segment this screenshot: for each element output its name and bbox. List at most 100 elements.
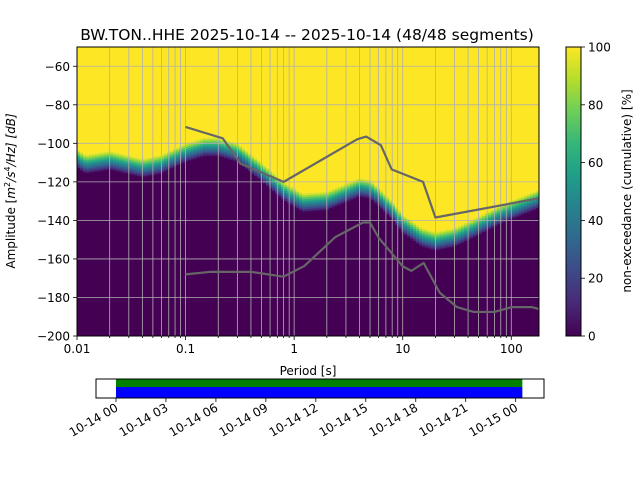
heatmap-cell — [326, 201, 330, 204]
heatmap-cell — [479, 215, 483, 219]
heatmap-cell — [266, 47, 270, 168]
heatmap-cell — [275, 179, 279, 183]
heatmap-cell — [305, 201, 309, 204]
heatmap-cell — [188, 146, 192, 149]
heatmap-cell — [110, 167, 114, 171]
heatmap-cell — [311, 210, 315, 213]
heatmap-cell — [137, 165, 141, 169]
heatmap-cell — [413, 226, 417, 230]
heatmap-cell — [245, 156, 249, 160]
heatmap-cell — [320, 211, 324, 336]
heatmap-cell — [302, 193, 306, 196]
heatmap-cell — [527, 47, 531, 194]
heatmap-cell — [257, 168, 261, 171]
heatmap-cell — [470, 233, 474, 237]
heatmap-cell — [263, 165, 267, 168]
heatmap-cell — [119, 153, 123, 157]
heatmap-cell — [101, 164, 105, 167]
heatmap-cell — [209, 47, 213, 138]
heatmap-cell — [194, 156, 198, 159]
heatmap-cell — [263, 169, 267, 172]
heatmap-cell — [296, 192, 300, 195]
heatmap-cell — [263, 184, 267, 336]
heatmap-cell — [269, 186, 273, 190]
heatmap-cell — [290, 198, 294, 202]
heatmap-cell — [83, 168, 87, 171]
colorbar-label: non-exceedance (cumulative) [%] — [620, 89, 634, 292]
heatmap-cell — [89, 168, 93, 171]
heatmap-cell — [407, 220, 411, 224]
heatmap-cell — [536, 206, 539, 209]
heatmap-cell — [536, 208, 539, 210]
heatmap-cell — [239, 149, 243, 153]
heatmap-cell — [305, 47, 309, 194]
heatmap-cell — [122, 173, 126, 336]
heatmap-cell — [305, 212, 309, 336]
heatmap-cell — [185, 157, 189, 160]
heatmap-cell — [281, 200, 285, 336]
heatmap-cell — [104, 155, 108, 159]
heatmap-cell — [302, 211, 306, 213]
heatmap-cell — [332, 196, 336, 200]
heatmap-cell — [395, 208, 399, 212]
heatmap-cell — [98, 152, 102, 156]
heatmap-cell — [143, 162, 147, 165]
heatmap-cell — [404, 228, 408, 232]
heatmap-cell — [128, 155, 132, 159]
heatmap-cell — [497, 206, 501, 209]
heatmap-cell — [296, 194, 300, 197]
heatmap-cell — [116, 166, 120, 170]
heatmap-cell — [329, 200, 333, 203]
heatmap-cell — [332, 190, 336, 194]
heatmap-cell — [530, 194, 534, 198]
heatmap-cell — [218, 145, 222, 149]
heatmap-cell — [347, 190, 351, 194]
heatmap-cell — [410, 236, 414, 240]
heatmap-cell — [125, 167, 129, 170]
heatmap-cell — [200, 140, 204, 144]
heatmap-cell — [422, 234, 426, 238]
heatmap-cell — [185, 161, 189, 163]
heatmap-cell — [254, 163, 258, 167]
heatmap-cell — [311, 202, 315, 206]
heatmap-cell — [194, 148, 198, 151]
heatmap-cell — [203, 141, 207, 145]
heatmap-cell — [86, 47, 90, 155]
heatmap-cell — [272, 183, 276, 186]
heatmap-cell — [92, 159, 96, 163]
heatmap-cell — [266, 169, 270, 173]
heatmap-cell — [338, 194, 342, 197]
heatmap-cell — [308, 204, 312, 208]
heatmap-cell — [479, 221, 483, 225]
heatmap-cell — [95, 157, 99, 160]
heatmap-cell — [530, 208, 534, 212]
heatmap-cell — [449, 236, 453, 240]
heatmap-cell — [281, 194, 285, 198]
heatmap-cell — [251, 174, 255, 336]
heatmap-cell — [491, 227, 495, 229]
heatmap-cell — [209, 147, 213, 151]
heatmap-cell — [341, 187, 345, 190]
heatmap-cell — [164, 152, 168, 156]
heatmap-cell — [212, 145, 216, 149]
heatmap-cell — [521, 47, 525, 197]
heatmap-cell — [497, 47, 501, 207]
heatmap-cell — [131, 168, 135, 172]
heatmap-cell — [500, 212, 504, 216]
heatmap-cell — [89, 47, 93, 155]
heatmap-cell — [326, 193, 330, 196]
heatmap-cell — [191, 149, 195, 152]
plot-frame — [76, 46, 540, 337]
heatmap-cell — [152, 164, 156, 168]
heatmap-cell — [398, 229, 402, 336]
heatmap-cell — [455, 243, 459, 246]
heatmap-cell — [275, 194, 279, 336]
heatmap-cell — [197, 47, 201, 140]
heatmap-cell — [458, 233, 462, 237]
heatmap-cell — [227, 150, 231, 154]
heatmap-cell — [320, 203, 324, 207]
heatmap-cell — [386, 47, 390, 197]
heatmap-cell — [473, 228, 477, 232]
heatmap-cell — [362, 178, 366, 182]
heatmap-cell — [86, 154, 90, 158]
